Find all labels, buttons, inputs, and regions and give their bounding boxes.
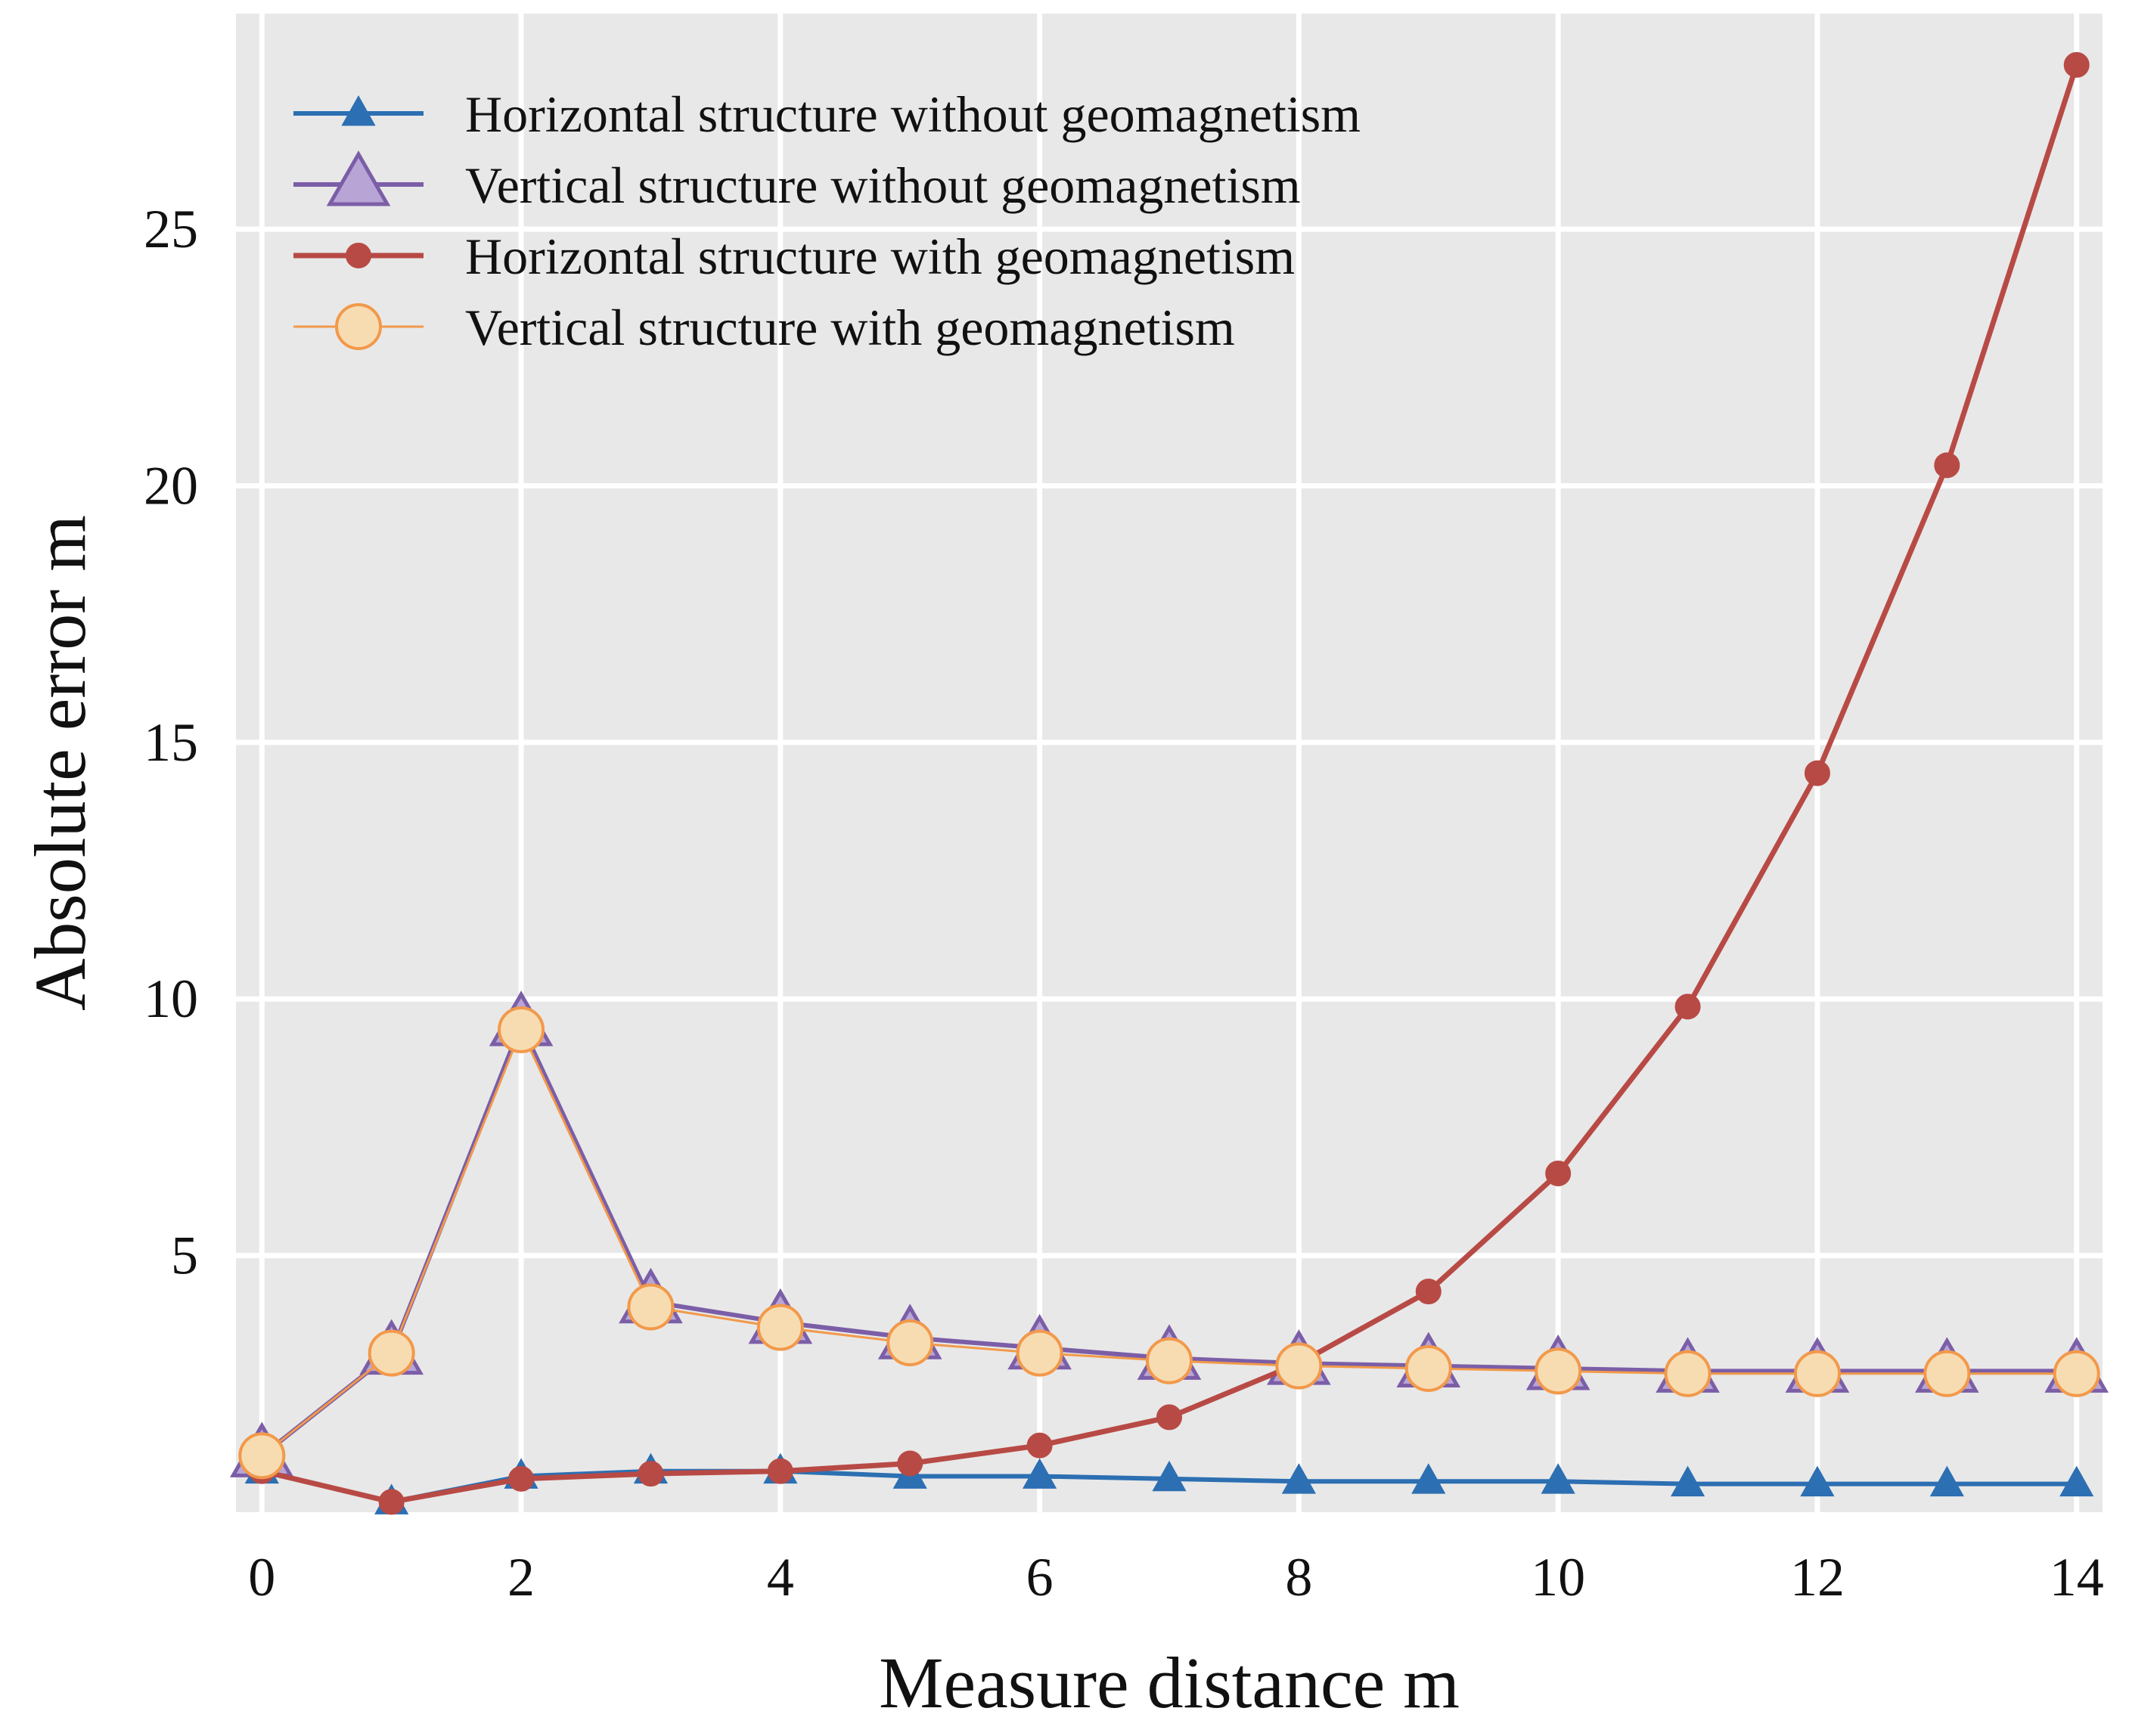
data-point	[1281, 1463, 1316, 1494]
y-tick-label: 10	[144, 969, 198, 1029]
y-tick-label: 5	[171, 1226, 198, 1286]
data-point	[1146, 1337, 1193, 1384]
x-tick-label: 2	[507, 1547, 535, 1607]
y-tick-label: 15	[144, 712, 198, 773]
x-tick-label: 0	[248, 1547, 275, 1607]
legend-marker	[346, 243, 371, 268]
data-point	[1026, 1432, 1053, 1459]
data-point	[2063, 51, 2090, 78]
y-tick-label: 25	[144, 199, 198, 259]
x-tick-label: 10	[1531, 1547, 1585, 1607]
data-point	[1545, 1161, 1572, 1187]
series-4	[238, 1006, 2100, 1480]
x-tick-label: 6	[1026, 1547, 1054, 1607]
data-point	[1415, 1279, 1442, 1305]
tick-labels: 0 2 4 6 8 10 12 14 5 10 15 20 25	[144, 199, 2104, 1607]
data-point	[1804, 760, 1830, 786]
data-point	[638, 1461, 664, 1487]
data-point	[1670, 1465, 1705, 1497]
x-tick-label: 4	[767, 1547, 794, 1607]
data-point	[1923, 1350, 1971, 1397]
x-tick-label: 8	[1285, 1547, 1312, 1607]
legend-item: Vertical structure with geomagnetism	[293, 299, 1235, 356]
data-point	[1929, 1465, 1964, 1497]
data-point	[1664, 1350, 1712, 1397]
data-point	[1411, 1463, 1446, 1494]
x-tick-label: 12	[1790, 1547, 1845, 1607]
data-point	[498, 1006, 545, 1053]
data-point	[1535, 1347, 1582, 1395]
legend-item: Horizontal structure with geomagnetism	[293, 228, 1295, 285]
legend-item: Horizontal structure without geomagnetis…	[293, 85, 1361, 143]
plot-background	[236, 14, 2103, 1512]
grid-lines	[236, 14, 2103, 1512]
data-point	[1793, 1350, 1841, 1397]
legend-marker	[335, 303, 382, 350]
data-point	[897, 1450, 923, 1477]
x-tick-label: 14	[2050, 1547, 2104, 1607]
data-point	[756, 1304, 804, 1351]
data-point	[1934, 452, 1960, 479]
data-point	[2053, 1350, 2100, 1397]
x-axis-title: Measure distance m	[879, 1642, 1460, 1723]
data-point	[886, 1319, 934, 1367]
legend-item: Vertical structure without geomagnetism	[293, 150, 1301, 214]
data-point	[627, 1283, 675, 1331]
data-point	[1016, 1329, 1063, 1377]
data-point	[1156, 1404, 1182, 1431]
data-point	[1152, 1460, 1187, 1492]
data-point	[1541, 1463, 1575, 1494]
y-tick-label: 20	[144, 455, 198, 516]
data-point	[368, 1329, 415, 1377]
legend-marker	[326, 150, 391, 206]
data-point	[378, 1489, 405, 1515]
data-point	[238, 1432, 286, 1480]
legend-label: Vertical structure without geomagnetism	[465, 157, 1301, 214]
legend: Horizontal structure without geomagnetis…	[293, 85, 1361, 356]
legend-label: Horizontal structure with geomagnetism	[465, 228, 1295, 285]
y-axis-title: Absolute error m	[20, 515, 101, 1011]
data-point	[1275, 1342, 1323, 1390]
legend-label: Vertical structure with geomagnetism	[465, 299, 1235, 356]
data-point	[1023, 1458, 1057, 1489]
data-point	[508, 1465, 535, 1492]
data-point	[767, 1458, 793, 1484]
legend-marker	[341, 95, 376, 126]
data-point	[2059, 1465, 2094, 1497]
legend-label: Horizontal structure without geomagnetis…	[465, 85, 1361, 143]
data-point	[1674, 994, 1701, 1020]
series-layer	[229, 51, 2109, 1515]
data-point	[1404, 1344, 1452, 1392]
data-point	[1800, 1465, 1835, 1497]
